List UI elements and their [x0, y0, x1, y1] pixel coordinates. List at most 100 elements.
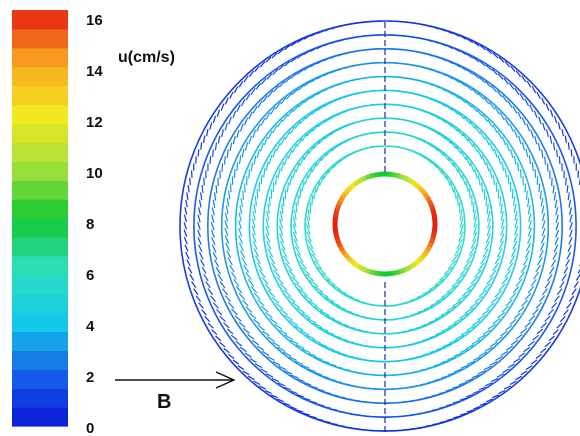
velocity-vector: [439, 272, 449, 281]
velocity-vector: [554, 237, 559, 246]
velocity-vector: [432, 26, 440, 30]
velocity-vector: [486, 203, 489, 214]
velocity-vector: [479, 44, 487, 51]
velocity-vector: [344, 37, 353, 41]
velocity-vector: [341, 368, 351, 371]
velocity-vector: [231, 308, 238, 316]
colorbar-tick-label: 10: [86, 165, 103, 182]
velocity-vector: [370, 388, 379, 390]
velocity-vector: [479, 60, 486, 67]
velocity-vector: [249, 357, 257, 364]
velocity-vector: [410, 312, 421, 316]
velocity-vector: [268, 255, 276, 265]
velocity-vector: [284, 131, 291, 140]
velocity-vector: [501, 161, 505, 171]
velocity-vector: [183, 214, 188, 223]
velocity-vector: [211, 329, 218, 336]
velocity-vector: [235, 340, 243, 347]
velocity-vector: [451, 108, 459, 115]
velocity-vector: [515, 375, 523, 381]
velocity-vector: [405, 371, 415, 375]
velocity-vector: [544, 281, 551, 289]
velocity-vector: [452, 300, 462, 307]
velocity-vector: [441, 291, 452, 298]
velocity-vector: [336, 305, 347, 311]
velocity-vector: [258, 269, 266, 278]
velocity-vector: [527, 205, 531, 215]
velocity-vector: [265, 56, 272, 63]
velocity-vector: [520, 264, 527, 273]
velocity-vector: [217, 273, 223, 282]
velocity-vector: [204, 315, 211, 323]
velocity-vector: [289, 125, 296, 135]
velocity-vector: [227, 301, 235, 309]
velocity-vector: [541, 149, 544, 158]
velocity-vector: [445, 175, 451, 187]
velocity-vector: [330, 422, 338, 426]
velocity-vector: [316, 30, 324, 35]
velocity-vector: [290, 41, 297, 47]
velocity-vector: [410, 399, 419, 402]
velocity-vector: [513, 129, 518, 138]
velocity-vector: [540, 235, 546, 244]
velocity-vector: [242, 327, 250, 334]
velocity-vector: [459, 348, 469, 354]
velocity-vector: [291, 143, 298, 153]
velocity-vector: [260, 305, 269, 313]
velocity-vector: [267, 248, 274, 258]
velocity-vector: [539, 242, 545, 251]
velocity-vector: [453, 32, 460, 37]
velocity-vector: [239, 250, 246, 259]
velocity-vector: [517, 135, 522, 145]
velocity-vector: [486, 276, 494, 285]
velocity-vector: [238, 80, 244, 88]
velocity-vector: [535, 264, 541, 273]
velocity-vector: [284, 334, 293, 340]
velocity-vector: [494, 290, 503, 298]
velocity-vector: [229, 142, 233, 152]
velocity-vector: [549, 109, 554, 117]
velocity-vector: [551, 302, 558, 309]
velocity-vector: [338, 352, 348, 356]
velocity-vector: [410, 36, 419, 39]
velocity-vector: [441, 326, 452, 332]
velocity-vector: [474, 269, 482, 278]
velocity-vector: [213, 192, 217, 201]
velocity-vector: [316, 388, 325, 392]
velocity-vector: [224, 212, 229, 222]
velocity-vector: [519, 93, 525, 101]
velocity-vector: [299, 288, 308, 297]
velocity-vector: [544, 341, 551, 348]
velocity-vector: [324, 346, 334, 351]
velocity-vector: [238, 292, 246, 301]
colorbar-band: [12, 85, 68, 106]
colorbar-band: [12, 104, 68, 125]
velocity-vector: [518, 271, 525, 280]
velocity-vector: [566, 251, 572, 260]
velocity-vector: [466, 282, 475, 291]
velocity-vector: [552, 142, 556, 151]
colorbar-band: [12, 199, 68, 219]
velocity-vector: [309, 279, 319, 288]
velocity-vector: [254, 363, 263, 369]
velocity-vector: [255, 82, 262, 90]
velocity-vector: [466, 253, 474, 263]
velocity-vector: [267, 130, 273, 140]
velocity-vector: [500, 203, 503, 214]
velocity-vector: [447, 157, 455, 167]
velocity-vector: [266, 73, 273, 80]
velocity-vector: [259, 385, 267, 390]
velocity-vector: [267, 290, 276, 298]
velocity-vector: [513, 155, 517, 165]
velocity-vector: [247, 333, 255, 340]
velocity-vector: [221, 129, 224, 138]
velocity-vector: [313, 188, 317, 200]
velocity-vector: [299, 187, 302, 199]
velocity-vector: [473, 216, 478, 228]
velocity-vector: [288, 356, 297, 361]
velocity-vector: [427, 380, 436, 384]
velocity-vector: [290, 72, 298, 79]
velocity-vector: [496, 373, 505, 378]
velocity-vector: [299, 116, 307, 125]
velocity-vector: [514, 210, 518, 221]
